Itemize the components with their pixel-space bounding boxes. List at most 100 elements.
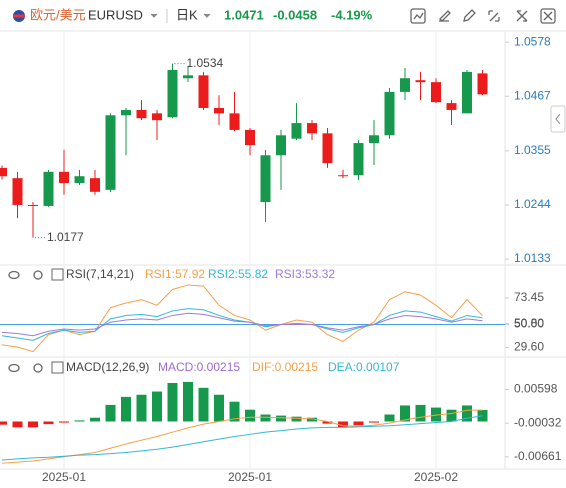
candle-body bbox=[198, 75, 209, 108]
histogram-bar bbox=[276, 415, 286, 422]
candle-body bbox=[12, 178, 23, 205]
histogram-bar bbox=[245, 409, 255, 422]
histogram-bar bbox=[0, 421, 7, 425]
x-tick-label: 2025-01 bbox=[42, 470, 86, 484]
pair-name: 欧元/美元 bbox=[30, 7, 86, 22]
candle-body bbox=[105, 115, 116, 190]
legend-entry: RSI3:53.32 bbox=[275, 267, 335, 281]
candle-body bbox=[353, 143, 364, 176]
candle-body bbox=[446, 103, 457, 110]
candle-body bbox=[291, 123, 302, 139]
x-tick-label: 2025-02 bbox=[414, 470, 458, 484]
candle-body bbox=[462, 71, 472, 114]
y-tick-label: -0.00032 bbox=[514, 415, 562, 429]
candle-body bbox=[384, 91, 395, 136]
candle-body bbox=[214, 107, 224, 114]
histogram-bar bbox=[431, 407, 441, 422]
histogram-bar bbox=[105, 404, 116, 422]
histogram-bar bbox=[462, 405, 472, 422]
legend-entry: MACD:0.00215 bbox=[158, 360, 240, 374]
tool-draw[interactable] bbox=[439, 10, 451, 22]
y-tick-label: 73.45 bbox=[514, 290, 544, 304]
symbol: EURUSD bbox=[88, 7, 143, 22]
price: 1.0471 bbox=[224, 7, 264, 22]
candle-body bbox=[477, 73, 488, 95]
toolbar bbox=[410, 8, 556, 24]
y-tick-label: 1.0355 bbox=[514, 143, 551, 157]
candle-body bbox=[0, 167, 7, 177]
candle-body bbox=[90, 178, 100, 192]
rsi-icons bbox=[8, 270, 43, 280]
y-tick-label: -0.00661 bbox=[514, 449, 562, 463]
candle-body bbox=[43, 171, 54, 206]
candle-body bbox=[74, 176, 85, 184]
candle-body bbox=[245, 129, 255, 146]
macd-title: MACD(12,26,9) bbox=[66, 360, 149, 374]
histogram-bar bbox=[369, 421, 379, 423]
histogram-bar bbox=[307, 417, 317, 422]
x-tick-label: 2025-01 bbox=[228, 470, 272, 484]
rsi-line bbox=[1, 312, 483, 337]
y-tick-label: 50.80 bbox=[514, 316, 544, 330]
candle-body bbox=[307, 123, 317, 134]
histogram-bar bbox=[400, 405, 410, 422]
candle-body bbox=[260, 155, 271, 203]
candle-body bbox=[322, 133, 333, 164]
histogram-bar bbox=[353, 421, 364, 426]
histogram-bar bbox=[183, 381, 193, 422]
histogram-bar bbox=[260, 414, 271, 422]
symbol-dropdown[interactable] bbox=[150, 13, 158, 18]
histogram-bar bbox=[415, 404, 426, 422]
y-tick-label: 0.00598 bbox=[514, 382, 558, 396]
candle-body bbox=[400, 78, 410, 92]
histogram-bar bbox=[90, 417, 100, 422]
histogram-bar bbox=[121, 396, 131, 422]
histogram-bar bbox=[291, 416, 302, 422]
candle-body bbox=[152, 113, 162, 121]
candle-body bbox=[431, 82, 441, 103]
candle-body bbox=[59, 171, 69, 184]
histogram-bar bbox=[198, 387, 209, 422]
candle-body bbox=[28, 204, 38, 206]
histogram-bar bbox=[59, 421, 69, 423]
tool-pen[interactable] bbox=[463, 9, 476, 22]
histogram-bar bbox=[384, 414, 395, 422]
scroll-handle[interactable] bbox=[550, 105, 566, 133]
interval[interactable]: 日K bbox=[176, 7, 198, 22]
macd-checkbox[interactable] bbox=[51, 361, 64, 374]
rsi-checkbox[interactable] bbox=[51, 268, 64, 281]
candle-body bbox=[121, 109, 131, 116]
tool-close[interactable] bbox=[540, 8, 556, 24]
histogram-bar bbox=[136, 394, 147, 422]
histogram-bar bbox=[12, 421, 23, 428]
y-tick-label: 1.0467 bbox=[514, 88, 551, 102]
histogram-bar bbox=[43, 421, 54, 425]
candle-body bbox=[183, 75, 193, 79]
y-tick-label: 50.00 bbox=[514, 317, 544, 331]
candle-body bbox=[415, 80, 426, 83]
tool-settings[interactable] bbox=[488, 10, 500, 22]
macd-line bbox=[1, 415, 483, 461]
extreme-label: 1.0177 bbox=[47, 230, 84, 244]
legend-entry: RSI1:57.92 bbox=[145, 267, 205, 281]
candle-body bbox=[229, 113, 240, 130]
histogram-bar bbox=[28, 421, 38, 428]
candle-body bbox=[338, 175, 348, 177]
histogram-bar bbox=[74, 420, 85, 422]
change-percent: -4.19% bbox=[331, 7, 373, 22]
rsi-line bbox=[1, 284, 483, 353]
histogram-bar bbox=[214, 394, 224, 422]
y-tick-label: 1.0578 bbox=[514, 34, 551, 48]
histogram-bar bbox=[477, 409, 488, 422]
candle-body bbox=[136, 109, 147, 119]
histogram-bar bbox=[338, 421, 348, 428]
candle-body bbox=[276, 135, 286, 156]
y-tick-label: 29.60 bbox=[514, 340, 544, 354]
rsi-line bbox=[1, 308, 483, 341]
tool-indicator[interactable] bbox=[410, 8, 426, 24]
interval-dropdown[interactable] bbox=[203, 13, 211, 18]
tool-fullscreen[interactable] bbox=[516, 10, 528, 22]
histogram-bar bbox=[229, 401, 240, 422]
legend-entry: DEA:0.00107 bbox=[328, 360, 400, 374]
